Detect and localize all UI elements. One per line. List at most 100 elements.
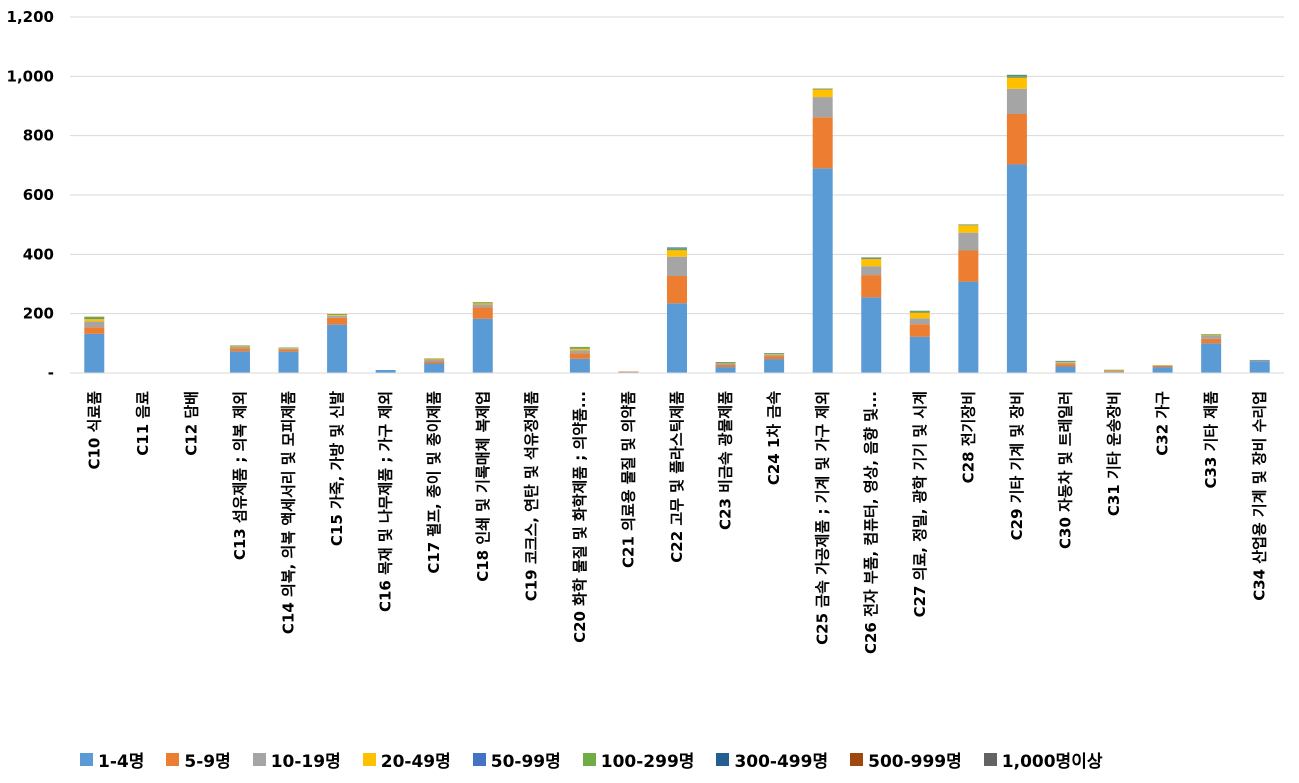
bar-stack bbox=[424, 358, 445, 373]
bar-segment bbox=[861, 266, 882, 276]
x-category-label: C30 자동차 및 트레일러 bbox=[1056, 391, 1074, 549]
x-category-label: C25 금속 가공제품 ; 기계 및 가구 제외 bbox=[814, 391, 832, 645]
bar-segment bbox=[667, 303, 687, 373]
bar-segment bbox=[424, 363, 445, 373]
x-category-label: C15 가죽, 가방 및 신발 bbox=[328, 391, 346, 546]
bar-segment bbox=[909, 324, 930, 337]
bar-segment bbox=[472, 302, 493, 304]
y-tick-label: 400 bbox=[23, 245, 54, 263]
bar-stack bbox=[569, 346, 590, 373]
bar-segment bbox=[424, 359, 445, 360]
legend-swatch bbox=[252, 752, 266, 766]
x-category-label: C11 음료 bbox=[134, 391, 152, 456]
bar-segment bbox=[667, 256, 687, 276]
legend-swatch bbox=[166, 752, 180, 766]
y-tick-label: 1,000 bbox=[7, 67, 54, 85]
bar-segment bbox=[861, 275, 882, 298]
y-tick-label: 1,200 bbox=[7, 8, 54, 26]
bar-segment bbox=[764, 356, 785, 360]
legend-item: 500-999명 bbox=[850, 747, 962, 772]
bar-segment bbox=[812, 89, 833, 98]
bar-stack bbox=[375, 370, 396, 373]
x-category-label: C22 고무 및 플라스틱제품 bbox=[668, 391, 686, 563]
legend-label: 100-299명 bbox=[600, 751, 695, 772]
bar-segment bbox=[327, 313, 348, 315]
bar-segment bbox=[1006, 164, 1027, 373]
bar-segment bbox=[1055, 360, 1076, 362]
bar-stack bbox=[1055, 360, 1076, 373]
bar-segment bbox=[909, 336, 930, 373]
bar-segment bbox=[715, 363, 736, 365]
bar-segment bbox=[715, 362, 736, 364]
x-category-label: C29 기타 기계 및 장비 bbox=[1008, 391, 1026, 540]
bar-segment bbox=[812, 117, 833, 169]
legend-item: 50-99명 bbox=[472, 747, 561, 772]
x-category-label: C24 1차 금속 bbox=[765, 391, 783, 485]
legend-swatch bbox=[582, 752, 596, 766]
bar-segment bbox=[1006, 114, 1027, 165]
bar-segment bbox=[1249, 359, 1270, 361]
bar-segment bbox=[1201, 334, 1222, 336]
bar-segment bbox=[1201, 334, 1222, 335]
bar-segment bbox=[861, 257, 882, 258]
bar-segment bbox=[1201, 335, 1222, 339]
bar-segment bbox=[1152, 367, 1173, 373]
bar-stack bbox=[958, 224, 979, 373]
bar-segment bbox=[375, 370, 396, 373]
bar-segment bbox=[424, 361, 445, 364]
bar-segment bbox=[812, 97, 833, 118]
x-category-label: C33 기타 제품 bbox=[1202, 391, 1220, 489]
x-category-label: C34 산업용 기계 및 장비 수리업 bbox=[1251, 391, 1269, 601]
legend-label: 500-999명 bbox=[868, 751, 962, 772]
bar-segment bbox=[569, 348, 590, 351]
bar-segment bbox=[1249, 360, 1270, 361]
x-category-label: C31 기타 운송장비 bbox=[1105, 391, 1123, 516]
bar-segment bbox=[472, 304, 493, 308]
bar-segment bbox=[229, 346, 250, 347]
bar-segment bbox=[229, 345, 250, 346]
x-category-label: C14 의복, 의복 액세서리 및 모피제품 bbox=[280, 391, 298, 634]
bar-segment bbox=[229, 345, 250, 347]
x-category-label: C27 의료, 정밀, 광학 기기 및 시계 bbox=[911, 391, 929, 617]
bar-segment bbox=[1006, 76, 1027, 78]
legend-item: 1,000명이상 bbox=[983, 747, 1102, 772]
bar-segment bbox=[569, 350, 590, 354]
bar-segment bbox=[84, 318, 105, 320]
bar-segment bbox=[1152, 365, 1173, 368]
bar-segment bbox=[715, 367, 736, 373]
bar-stack bbox=[812, 88, 833, 373]
bar-segment bbox=[667, 247, 687, 249]
bar-stack bbox=[909, 310, 930, 373]
bar-segment bbox=[84, 316, 105, 319]
x-category-label: C32 가구 bbox=[1154, 391, 1172, 456]
bar-segment bbox=[84, 333, 105, 373]
legend-label: 1-4명 bbox=[98, 751, 145, 772]
bar-segment bbox=[472, 307, 493, 319]
bar-segment bbox=[958, 281, 979, 373]
bar-segment bbox=[764, 353, 785, 355]
bar-segment bbox=[1249, 361, 1270, 373]
legend-item: 5-9명 bbox=[166, 747, 231, 772]
bar-segment bbox=[1152, 365, 1173, 366]
bar-segment bbox=[1055, 362, 1076, 365]
legend-label: 10-19명 bbox=[270, 751, 341, 772]
bar-segment bbox=[1201, 338, 1222, 344]
y-tick-label: 800 bbox=[23, 127, 54, 145]
bar-segment bbox=[327, 314, 348, 316]
bar-segment bbox=[764, 354, 785, 357]
bar-segment bbox=[909, 311, 930, 313]
bar-segment bbox=[1104, 371, 1125, 373]
bar-segment bbox=[1104, 369, 1125, 371]
bar-segment bbox=[1055, 361, 1076, 363]
bar-segment bbox=[764, 353, 785, 354]
bar-segment bbox=[1055, 364, 1076, 367]
bar-stack bbox=[278, 347, 299, 373]
bar-segment bbox=[861, 297, 882, 373]
bar-segment bbox=[764, 353, 785, 354]
y-axis-ticks: - 200 400 600 800 1,000 1,200 bbox=[7, 8, 54, 382]
legend-label: 300-499명 bbox=[734, 751, 829, 772]
bar-segment bbox=[667, 275, 687, 304]
legend-swatch bbox=[362, 752, 376, 766]
legend: 1-4명 5-9명 10-19명 20-49명 50-99명 100-299명 300-49… bbox=[80, 744, 1280, 774]
bar-segment bbox=[1055, 366, 1076, 373]
